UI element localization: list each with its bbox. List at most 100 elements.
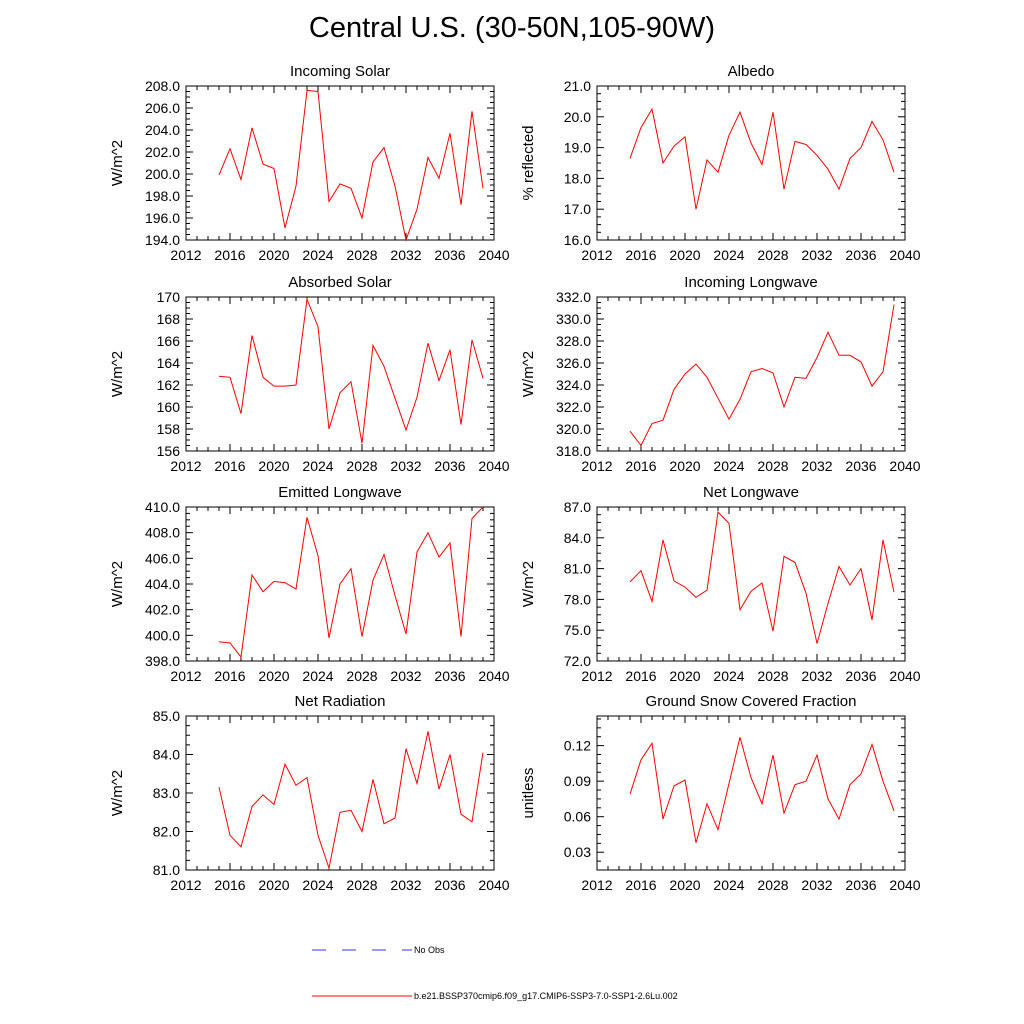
legend: No Obs b.e21.BSSP370cmip6.f09_g17.CMIP6-S… bbox=[312, 945, 678, 1001]
x-tick-label: 2036 bbox=[845, 458, 876, 474]
x-tick-label: 2016 bbox=[214, 247, 245, 263]
y-tick-label: 156 bbox=[157, 443, 181, 459]
y-tick-label: 196.0 bbox=[145, 210, 180, 226]
x-tick-label: 2040 bbox=[478, 458, 509, 474]
y-tick-label: 404.0 bbox=[145, 576, 180, 592]
y-tick-label: 170 bbox=[157, 289, 181, 305]
y-axis-label: W/m^2 bbox=[520, 561, 537, 607]
y-axis-label: % reflected bbox=[520, 125, 537, 200]
y-tick-label: 83.0 bbox=[153, 785, 180, 801]
series-line bbox=[218, 297, 484, 444]
x-tick-label: 2032 bbox=[801, 668, 832, 684]
x-tick-label: 2032 bbox=[390, 458, 421, 474]
x-tick-label: 2028 bbox=[346, 877, 377, 893]
series-line bbox=[629, 107, 895, 210]
y-tick-label: 0.12 bbox=[564, 738, 591, 754]
x-tick-label: 2012 bbox=[581, 247, 612, 263]
y-tick-label: 82.0 bbox=[153, 824, 180, 840]
y-tick-label: 208.0 bbox=[145, 78, 180, 94]
y-tick-label: 168 bbox=[157, 311, 181, 327]
y-tick-label: 87.0 bbox=[564, 499, 591, 515]
x-tick-label: 2012 bbox=[170, 668, 201, 684]
y-tick-label: 19.0 bbox=[564, 140, 591, 156]
y-axis-label: W/m^2 bbox=[520, 351, 537, 397]
plot-frame bbox=[596, 85, 906, 241]
y-tick-label: 320.0 bbox=[556, 421, 591, 437]
x-tick-label: 2016 bbox=[214, 458, 245, 474]
panel-title: Emitted Longwave bbox=[278, 484, 401, 501]
panel-title: Ground Snow Covered Fraction bbox=[646, 693, 857, 710]
x-tick-label: 2036 bbox=[845, 247, 876, 263]
y-axis-label: unitless bbox=[520, 768, 537, 819]
chart-panel-3: Absorbed Solar 2012 2016 2020 2024 2028 2032 20… bbox=[109, 274, 510, 474]
y-axis-label: W/m^2 bbox=[109, 351, 126, 397]
panel-title: Net Radiation bbox=[295, 693, 386, 710]
y-tick-label: 166 bbox=[157, 333, 181, 349]
series-line bbox=[629, 511, 895, 644]
plot-frame bbox=[185, 715, 495, 871]
y-axis-label: W/m^2 bbox=[109, 770, 126, 816]
x-tick-label: 2040 bbox=[889, 668, 920, 684]
x-tick-label: 2024 bbox=[713, 877, 744, 893]
y-tick-label: 72.0 bbox=[564, 653, 591, 669]
y-tick-label: 158 bbox=[157, 421, 181, 437]
y-tick-label: 0.06 bbox=[564, 809, 591, 825]
x-tick-label: 2040 bbox=[889, 877, 920, 893]
x-tick-label: 2024 bbox=[302, 877, 333, 893]
x-tick-label: 2020 bbox=[258, 247, 289, 263]
y-tick-label: 328.0 bbox=[556, 333, 591, 349]
x-tick-label: 2012 bbox=[581, 668, 612, 684]
panel-title: Incoming Longwave bbox=[684, 274, 817, 291]
y-tick-label: 75.0 bbox=[564, 622, 591, 638]
y-tick-label: 78.0 bbox=[564, 591, 591, 607]
x-tick-label: 2040 bbox=[889, 458, 920, 474]
x-tick-label: 2028 bbox=[757, 877, 788, 893]
x-tick-label: 2012 bbox=[170, 247, 201, 263]
y-tick-label: 204.0 bbox=[145, 122, 180, 138]
y-tick-label: 332.0 bbox=[556, 289, 591, 305]
x-tick-label: 2040 bbox=[478, 668, 509, 684]
plot-frame bbox=[596, 296, 906, 452]
x-tick-label: 2028 bbox=[346, 458, 377, 474]
x-tick-label: 2012 bbox=[170, 877, 201, 893]
y-tick-label: 202.0 bbox=[145, 144, 180, 160]
x-tick-label: 2028 bbox=[346, 247, 377, 263]
y-tick-label: 206.0 bbox=[145, 100, 180, 116]
x-tick-label: 2028 bbox=[757, 247, 788, 263]
y-tick-label: 84.0 bbox=[564, 530, 591, 546]
x-tick-label: 2016 bbox=[625, 668, 656, 684]
panel-title: Net Longwave bbox=[703, 484, 799, 501]
y-axis-label: W/m^2 bbox=[109, 561, 126, 607]
y-tick-label: 410.0 bbox=[145, 499, 180, 515]
plot-frame bbox=[596, 715, 906, 871]
x-tick-label: 2012 bbox=[581, 458, 612, 474]
x-tick-label: 2024 bbox=[713, 458, 744, 474]
x-tick-label: 2024 bbox=[302, 668, 333, 684]
y-tick-label: 0.03 bbox=[564, 844, 591, 860]
y-tick-label: 81.0 bbox=[153, 862, 180, 878]
x-tick-label: 2016 bbox=[214, 668, 245, 684]
x-tick-label: 2012 bbox=[170, 458, 201, 474]
y-tick-label: 81.0 bbox=[564, 561, 591, 577]
x-tick-label: 2032 bbox=[390, 668, 421, 684]
x-tick-label: 2032 bbox=[390, 877, 421, 893]
x-tick-label: 2036 bbox=[845, 877, 876, 893]
x-tick-label: 2036 bbox=[845, 668, 876, 684]
y-tick-label: 200.0 bbox=[145, 166, 180, 182]
page-title: Central U.S. (30-50N,105-90W) bbox=[308, 12, 716, 44]
y-tick-label: 164 bbox=[157, 355, 181, 371]
x-tick-label: 2016 bbox=[625, 247, 656, 263]
x-tick-label: 2032 bbox=[801, 458, 832, 474]
series-line bbox=[218, 506, 484, 659]
x-tick-label: 2032 bbox=[801, 247, 832, 263]
y-tick-label: 16.0 bbox=[564, 232, 591, 248]
x-tick-label: 2020 bbox=[669, 877, 700, 893]
chart-panel-7: Net Radiation 2012 2016 2020 2024 2028 2032 203… bbox=[109, 693, 510, 893]
y-tick-label: 194.0 bbox=[145, 232, 180, 248]
y-tick-label: 20.0 bbox=[564, 109, 591, 125]
x-tick-label: 2020 bbox=[258, 668, 289, 684]
y-tick-label: 84.0 bbox=[153, 747, 180, 763]
x-tick-label: 2024 bbox=[302, 247, 333, 263]
chart-panel-1: Incoming Solar 2012 2016 2020 2024 2028 2032 20… bbox=[109, 63, 510, 263]
y-tick-label: 85.0 bbox=[153, 708, 180, 724]
